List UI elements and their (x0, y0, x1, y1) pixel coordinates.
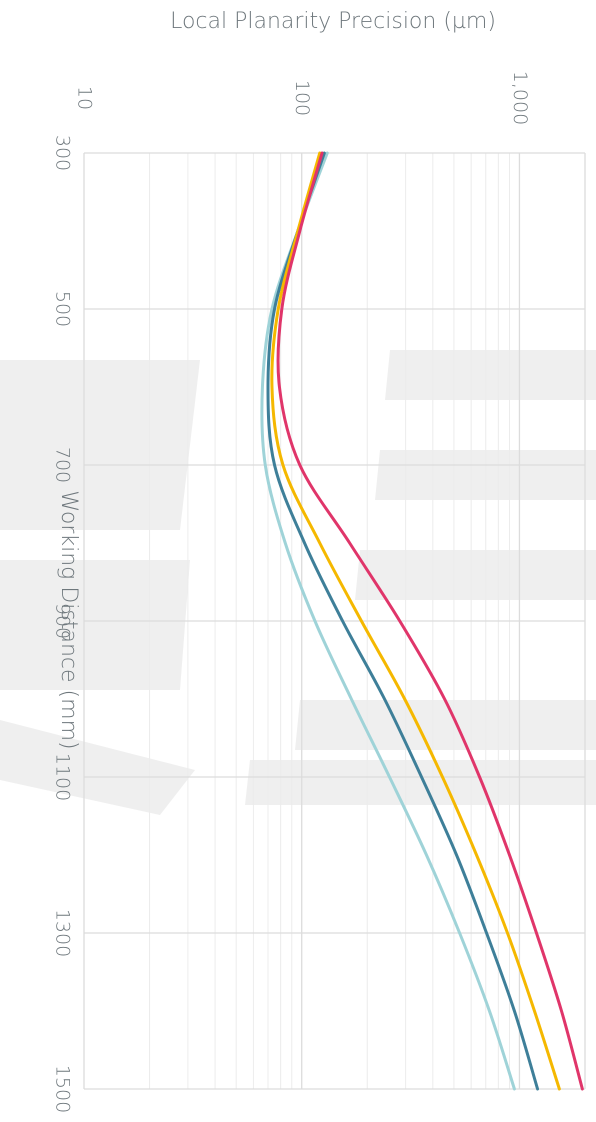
x-tick-label: 1100 (52, 753, 74, 801)
x-tick-label: 1300 (52, 909, 74, 957)
x-tick-label: 500 (52, 291, 74, 327)
distance-axis-title: Working Distance (mm) (56, 490, 81, 749)
series-line (270, 151, 561, 1091)
x-tick-label: 700 (52, 447, 74, 483)
y-tick-label: 1,000 (509, 71, 531, 125)
x-tick-label: 900 (52, 603, 74, 639)
series-line (266, 151, 540, 1091)
series-line (276, 151, 584, 1091)
y-tick-label: 10 (74, 86, 96, 110)
curves (260, 151, 584, 1091)
grid: 300 500 700 900 1100 1300 1500 10 100 1,000 (52, 71, 586, 1113)
x-tick-label: 1500 (52, 1065, 74, 1113)
series-line (260, 151, 516, 1091)
watermark (0, 350, 596, 815)
y-tick-label: 100 (291, 80, 313, 116)
x-tick-label: 300 (52, 135, 74, 171)
value-axis-title: Local Planarity Precision (µm) (170, 9, 496, 34)
